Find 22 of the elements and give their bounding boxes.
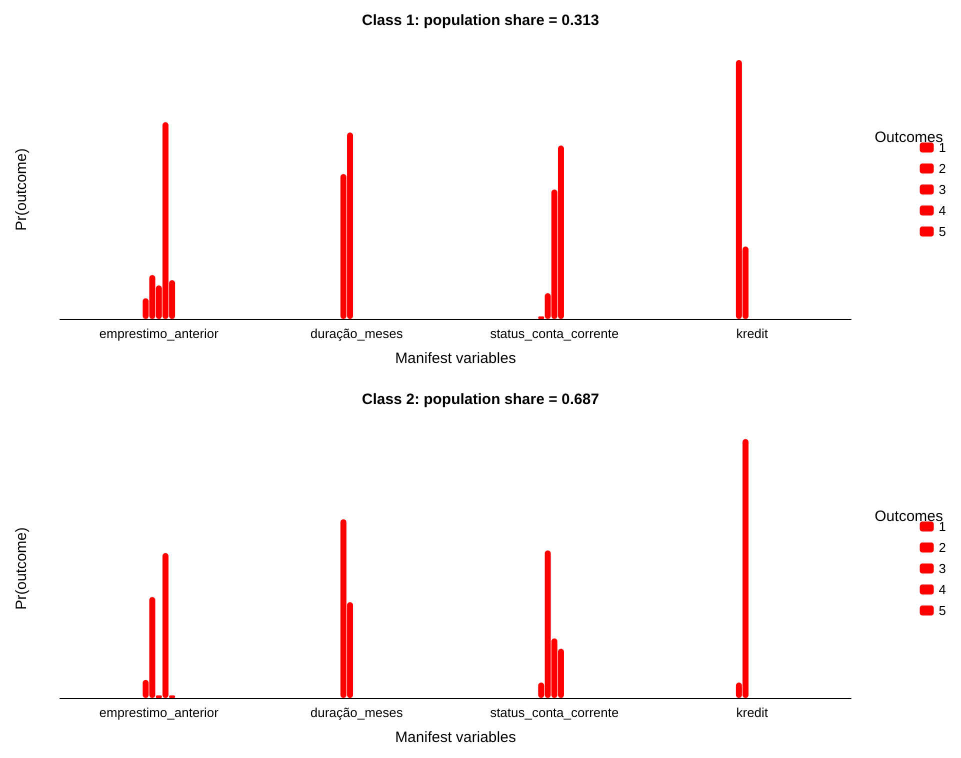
- x-tick-label: emprestimo_anterior: [99, 705, 220, 720]
- chart-title: Class 1: population share = 0.313: [362, 12, 600, 29]
- x-tick-label: kredit: [736, 326, 768, 341]
- legend-label: 2: [938, 540, 946, 555]
- chart-title: Class 2: population share = 0.687: [362, 391, 600, 408]
- x-tick-label: kredit: [736, 705, 768, 720]
- x-tick-label: duração_meses: [310, 326, 404, 341]
- legend-label: 5: [938, 224, 946, 239]
- x-axis-title: Manifest variables: [395, 350, 516, 367]
- x-tick-label: emprestimo_anterior: [99, 326, 220, 341]
- x-axis-title: Manifest variables: [395, 729, 516, 746]
- legend-label: 3: [938, 561, 946, 576]
- y-axis-title: Pr(outcome): [13, 527, 30, 610]
- x-tick-label: status_conta_corrente: [490, 326, 619, 341]
- x-tick-label: status_conta_corrente: [490, 705, 619, 720]
- legend-label: 4: [938, 582, 946, 597]
- legend-label: 5: [938, 603, 946, 618]
- x-tick-label: duração_meses: [310, 705, 404, 720]
- legend-label: 4: [938, 203, 946, 218]
- legend-label: 2: [938, 161, 946, 176]
- legend-label: 3: [938, 182, 946, 197]
- y-axis-title: Pr(outcome): [13, 148, 30, 231]
